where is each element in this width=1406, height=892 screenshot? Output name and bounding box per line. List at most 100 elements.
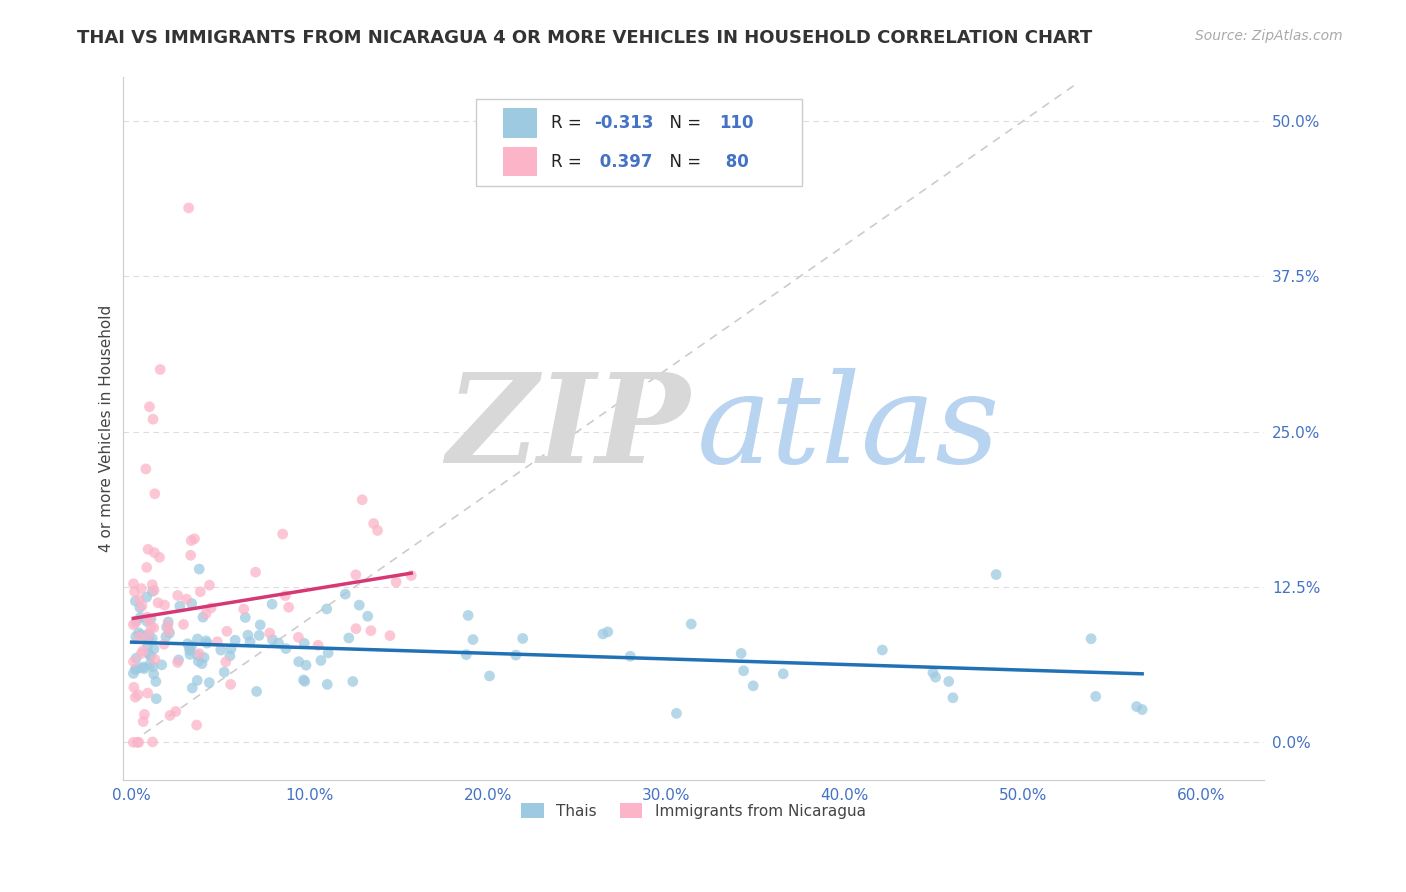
Point [128,625,150,640]
Point [132,643,155,657]
Point [292,636,315,650]
Point [166,589,188,603]
Point [132,660,155,674]
Point [127,688,149,702]
Point [145,674,167,689]
Y-axis label: 4 or more Vehicles in Household: 4 or more Vehicles in Household [100,305,114,552]
Point [619,649,641,664]
Point [131,599,153,613]
Point [129,661,152,675]
Point [141,577,163,591]
Point [122,681,145,695]
Text: Source: ZipAtlas.com: Source: ZipAtlas.com [1195,29,1343,44]
Point [259,626,281,640]
Point [135,560,157,574]
Point [146,596,169,610]
Point [122,666,145,681]
Bar [503,147,537,177]
Point [1080,632,1102,646]
Point [136,542,159,557]
Point [167,653,190,667]
Point [344,622,367,636]
Point [233,610,256,624]
Point [986,567,1008,582]
Text: 0.397: 0.397 [593,153,652,170]
Point [461,632,484,647]
Point [142,667,165,681]
Point [135,614,157,628]
Point [159,626,181,640]
Point [149,362,172,376]
Point [316,646,339,660]
Point [124,584,146,599]
Point [260,597,283,611]
Point [198,675,221,690]
Point [122,655,145,669]
Point [245,565,267,579]
Point [200,600,222,615]
Point [363,516,385,531]
Point [360,624,382,638]
Point [505,648,527,662]
Text: R =: R = [551,153,586,170]
Point [385,574,408,589]
Point [128,600,150,615]
Point [169,599,191,613]
Point [122,576,145,591]
Point [156,618,179,632]
Point [125,630,148,644]
Point [295,658,318,673]
Point [132,714,155,729]
Point [139,620,162,634]
FancyBboxPatch shape [477,98,801,186]
Point [681,617,703,632]
Point [156,620,179,634]
Point [135,630,157,644]
Point [142,642,165,657]
Point [134,662,156,676]
Point [267,636,290,650]
Point [176,637,198,651]
Point [188,562,211,576]
Point [357,609,380,624]
Point [139,657,162,672]
Point [143,546,166,560]
Text: 110: 110 [720,114,754,132]
Point [335,587,357,601]
Point [186,673,208,688]
Point [212,665,235,679]
Point [195,633,218,648]
Text: N =: N = [659,153,706,170]
Point [194,607,217,621]
Point [135,462,157,476]
Point [938,674,960,689]
Text: ZIP: ZIP [446,368,690,490]
Point [181,681,204,695]
Point [198,578,221,592]
Point [232,602,254,616]
Point [187,654,209,668]
Point [742,679,765,693]
Point [165,705,187,719]
Point [141,735,163,749]
Point [924,670,946,684]
Bar [503,108,537,138]
Point [209,643,232,657]
Point [316,677,339,691]
Text: THAI VS IMMIGRANTS FROM NICARAGUA 4 OR MORE VEHICLES IN HOUSEHOLD CORRELATION CH: THAI VS IMMIGRANTS FROM NICARAGUA 4 OR M… [77,29,1092,47]
Point [367,524,389,538]
Point [125,614,148,628]
Point [124,594,146,608]
Point [131,647,153,661]
Point [142,659,165,673]
Point [733,664,755,678]
Point [139,649,162,664]
Point [124,663,146,677]
Point [125,651,148,665]
Point [215,624,238,639]
Point [135,590,157,604]
Point [153,637,176,651]
Point [122,735,145,749]
Point [139,612,162,626]
Point [143,583,166,598]
